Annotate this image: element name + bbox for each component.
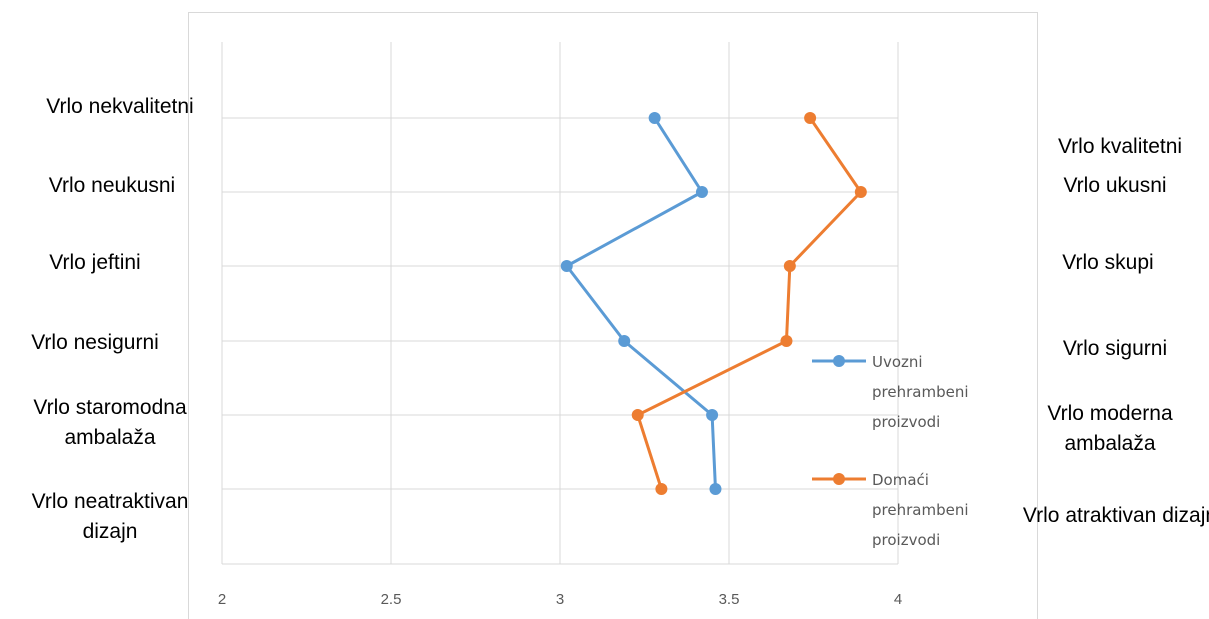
x-tick-label: 4: [894, 591, 902, 608]
data-point-s1-5: [706, 409, 719, 421]
legend-label-1: proizvodi: [872, 413, 940, 431]
data-point-s1-1: [648, 112, 661, 124]
data-point-s1-2: [695, 186, 708, 198]
x-tick-label: 3.5: [719, 591, 740, 608]
left-label: Vrlo staromodna ambalaža: [33, 396, 187, 449]
x-tick-label: 2: [218, 591, 226, 608]
data-point-s2-2: [854, 186, 867, 198]
x-tick-label: 2.5: [381, 591, 402, 608]
legend-label-2: proizvodi: [872, 531, 940, 549]
data-point-s2-1: [804, 112, 817, 124]
data-point-s1-6: [709, 483, 722, 495]
left-label: Vrlo neukusni: [48, 174, 176, 197]
legend-marker-2: [833, 473, 845, 485]
legend-label-2: prehrambeni: [872, 501, 969, 519]
right-label: Vrlo kvalitetni: [1057, 135, 1183, 158]
left-label: Vrlo nesigurni: [31, 331, 159, 354]
x-tick-label: 3: [556, 591, 564, 608]
right-label: Vrlo ukusni: [1063, 174, 1167, 197]
right-label: Vrlo moderna ambalaža: [1047, 402, 1173, 455]
data-point-s2-3: [783, 260, 796, 272]
right-label: Vrlo sigurni: [1062, 337, 1168, 360]
data-point-s2-6: [655, 483, 668, 495]
legend-label-1: Uvozni: [872, 353, 923, 371]
left-label: Vrlo neatraktivan dizajn: [31, 490, 189, 543]
right-label: Vrlo skupi: [1062, 251, 1154, 274]
chart-frame: [188, 12, 1038, 619]
legend-marker-1: [833, 355, 845, 367]
data-point-s1-3: [560, 260, 573, 272]
left-label: Vrlo jeftini: [49, 251, 141, 274]
right-label: Vrlo atraktivan dizajn: [1022, 504, 1209, 527]
series-line-2: [636, 117, 863, 490]
data-point-s2-4: [780, 335, 793, 347]
left-label: Vrlo nekvalitetni: [46, 95, 194, 118]
data-point-s2-5: [631, 409, 644, 421]
legend-label-2: Domaći: [872, 471, 929, 489]
legend-label-1: prehrambeni: [872, 383, 969, 401]
data-point-s1-4: [618, 335, 631, 347]
series-line-1: [565, 117, 717, 490]
